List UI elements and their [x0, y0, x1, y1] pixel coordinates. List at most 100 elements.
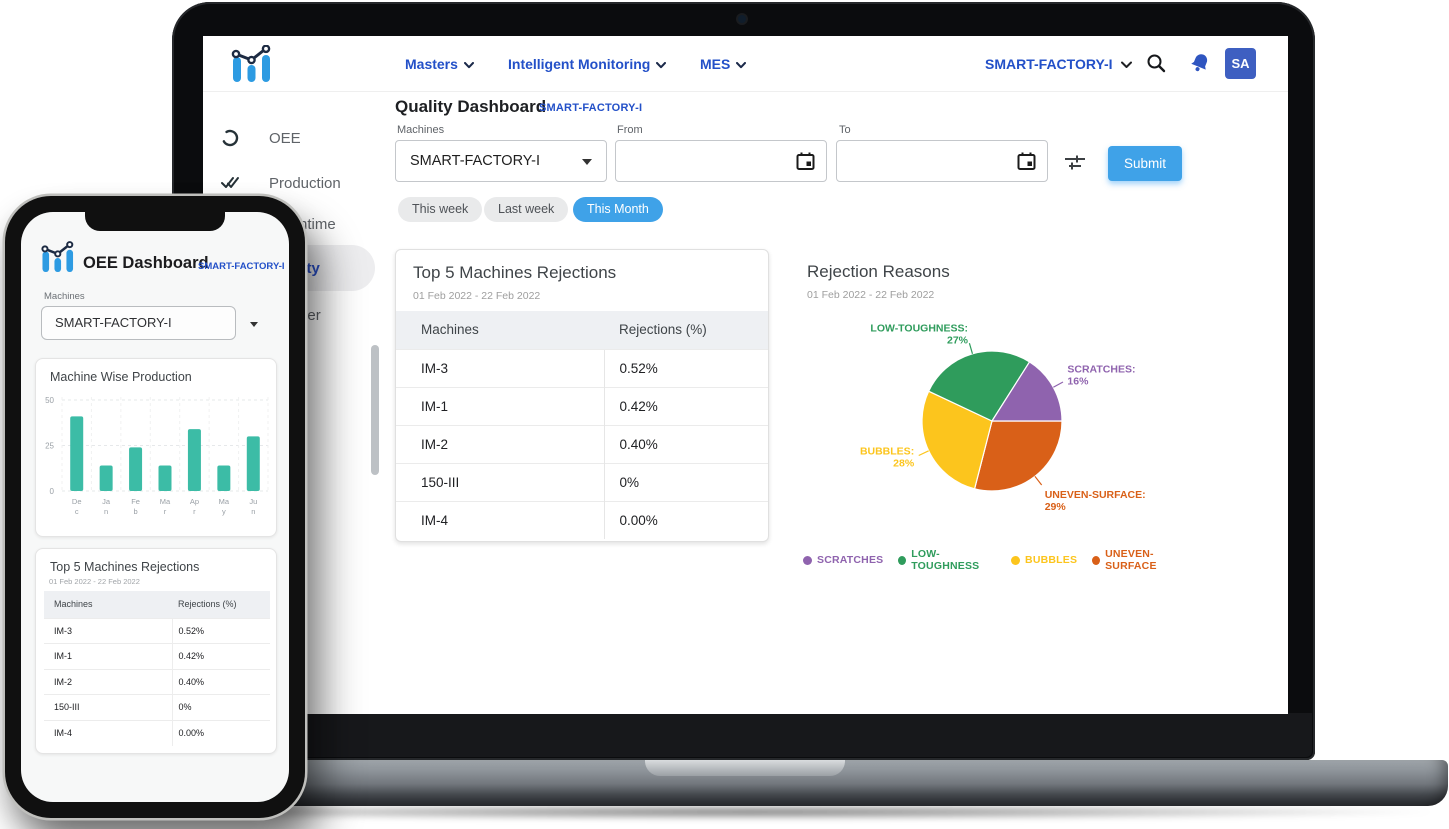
nav-mes[interactable]: MES	[700, 56, 747, 72]
card-date-range: 01 Feb 2022 - 22 Feb 2022	[413, 290, 541, 302]
pie-slice-percentage: 16%	[1067, 376, 1089, 388]
laptop-hinge	[175, 713, 1312, 757]
bar-mar[interactable]	[158, 465, 172, 491]
pie-slice-low-toughness[interactable]	[928, 350, 1031, 422]
app-logo-icon	[231, 45, 271, 82]
x-axis-tick-label: Ma y	[219, 497, 230, 516]
pie-slice-label: UNEVEN-SURFACE:	[1045, 489, 1146, 501]
legend-dot-icon	[898, 555, 907, 565]
from-date-input[interactable]	[615, 140, 827, 182]
nav-intelligent-monitoring-label: Intelligent Monitoring	[508, 56, 651, 72]
legend-label: UNEVEN-SURFACE	[1105, 548, 1157, 572]
machine-wise-production-card: Machine Wise Production 0 25 50 De c Ja n Fe b Ma…	[35, 358, 277, 537]
machines-select[interactable]: SMART-FACTORY-I	[41, 306, 236, 340]
rejections-table-container: Machines Rejections (%) IM-3 0.52% IM-1 0.42%…	[44, 591, 270, 746]
table-row: IM-1 0.42%	[396, 386, 768, 425]
legend-item-bubbles[interactable]: BUBBLES	[1011, 548, 1077, 572]
phone-device-frame: OEE Dashboard SMART-FACTORY-I Machines S…	[5, 196, 305, 818]
bar-jun[interactable]	[246, 436, 260, 491]
table-header-row: Machines Rejections (%)	[44, 591, 270, 618]
legend-label: BUBBLES	[1025, 554, 1078, 566]
page-title: Quality Dashboard	[395, 97, 547, 116]
x-axis-tick-label: Ap r	[190, 497, 199, 516]
table-row: IM-4 0.00%	[396, 500, 768, 539]
legend-label: LOW-TOUGHNESS	[911, 548, 980, 572]
bar-chart-title: Machine Wise Production	[50, 370, 192, 384]
select-caret-icon	[582, 159, 592, 165]
table-row: IM-2 0.40%	[44, 668, 270, 695]
machine-cell: IM-1	[396, 386, 604, 425]
y-axis-tick-label: 50	[45, 396, 54, 405]
sidebar-item-oee[interactable]: OEE	[213, 116, 375, 160]
filter-icon[interactable]	[1063, 151, 1087, 178]
sidebar-scrollbar-thumb[interactable]	[371, 345, 379, 475]
pie-slice-percentage: 28%	[893, 458, 915, 470]
app-header: Masters Intelligent Monitoring MES SMART…	[203, 36, 1288, 92]
bar-jan[interactable]	[99, 465, 113, 491]
legend-item-low-toughness[interactable]: LOW-TOUGHNESS	[898, 548, 996, 572]
machines-select[interactable]: SMART-FACTORY-I	[395, 140, 607, 182]
column-header: Machines	[44, 591, 172, 618]
x-axis-tick-label: Ja n	[102, 497, 111, 516]
legend-item-scratches[interactable]: SCRATCHES	[803, 548, 883, 572]
rejections-table: Machines Rejections (%) IM-3 0.52% IM-1 0.42%…	[44, 591, 270, 746]
phone-notch	[85, 212, 225, 231]
rejection-value-cell: 0.52%	[171, 617, 270, 644]
table-row: IM-1 0.42%	[44, 643, 270, 669]
bar-may[interactable]	[217, 465, 231, 491]
table-row: IM-2 0.40%	[396, 424, 768, 463]
rejection-value-cell: 0.40%	[603, 424, 768, 463]
rejection-value-cell: 0.52%	[603, 348, 768, 387]
legend-item-uneven-surface[interactable]: UNEVEN-SURFACE	[1092, 548, 1193, 572]
chip-this-month[interactable]: This Month	[573, 197, 663, 222]
chip-this-week[interactable]: This week	[398, 197, 483, 222]
x-axis-tick-label: Fe b	[131, 497, 140, 516]
sidebar-item-production[interactable]: Production	[213, 161, 375, 205]
submit-button[interactable]: Submit	[1108, 146, 1182, 181]
rejection-reasons-pie-chart: UNEVEN-SURFACE:29% BUBBLES:28% LOW-TOUGHNE…	[860, 322, 1146, 513]
machine-cell: IM-3	[44, 617, 172, 644]
card-title: Top 5 Machines Rejections	[413, 263, 617, 282]
legend-dot-icon	[1011, 555, 1021, 565]
top5-rejections-card: Top 5 Machines Rejections 01 Feb 2022 - …	[395, 249, 769, 542]
nav-masters[interactable]: Masters	[405, 56, 474, 72]
laptop-shadow	[70, 804, 1430, 820]
bar-feb[interactable]	[129, 447, 143, 491]
to-date-input[interactable]	[836, 140, 1048, 182]
pie-slice-scratches[interactable]	[991, 361, 1063, 422]
select-caret-icon[interactable]	[250, 322, 258, 327]
table-row: IM-3 0.52%	[396, 348, 768, 387]
factory-selector[interactable]: SMART-FACTORY-I	[985, 56, 1132, 72]
card-title: Top 5 Machines Rejections	[50, 560, 200, 574]
search-icon[interactable]	[1145, 52, 1167, 79]
column-header: Rejections (%)	[172, 591, 270, 618]
pie-legend: SCRATCHES LOW-TOUGHNESS BUBBLES UNEVEN-SURF…	[803, 548, 1193, 572]
legend-dot-icon	[803, 555, 812, 565]
bar-apr[interactable]	[187, 429, 201, 491]
factory-selector-value: SMART-FACTORY-I	[985, 56, 1113, 72]
machine-cell: IM-2	[396, 424, 604, 463]
pie-slice-uneven-surface[interactable]	[973, 420, 1063, 492]
avatar[interactable]: SA	[1225, 48, 1256, 79]
pie-label-connector	[918, 450, 929, 457]
calendar-icon[interactable]	[1016, 151, 1037, 177]
legend-dot-icon	[1092, 555, 1101, 565]
table-row: 150-III 0%	[396, 462, 768, 501]
machine-cell: IM-3	[396, 348, 604, 387]
pie-slice-bubbles[interactable]	[921, 390, 993, 490]
rejections-table-container: Machines Rejections (%) IM-3 0.52% IM-1 0.42%…	[396, 311, 768, 539]
laptop-base-notch	[645, 760, 845, 776]
rejection-value-cell: 0.00%	[171, 719, 270, 746]
notification-bell-icon[interactable]	[1188, 51, 1212, 80]
y-axis-tick-label: 0	[50, 487, 55, 496]
chip-last-week[interactable]: Last week	[484, 197, 569, 222]
to-field-label: To	[839, 124, 851, 136]
nav-intelligent-monitoring[interactable]: Intelligent Monitoring	[508, 56, 667, 72]
webcam-dot	[738, 15, 746, 23]
calendar-icon[interactable]	[795, 151, 816, 177]
bar-dec[interactable]	[70, 416, 84, 491]
card-date-range: 01 Feb 2022 - 22 Feb 2022	[49, 577, 140, 586]
x-axis-tick-label: Ma r	[160, 497, 171, 516]
table-row: IM-3 0.52%	[44, 617, 270, 644]
